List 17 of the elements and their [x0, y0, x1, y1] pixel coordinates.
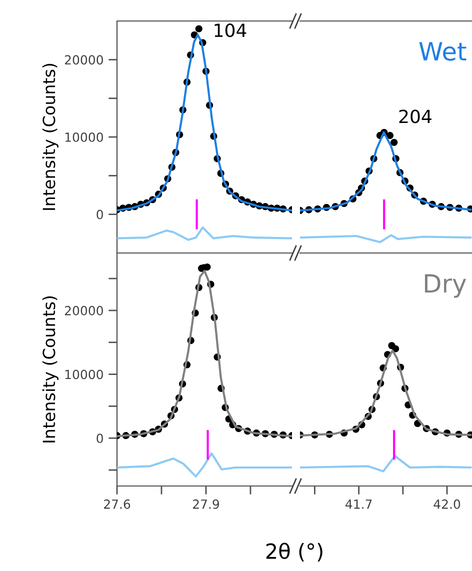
annotation: Wet [419, 42, 466, 61]
x-tick-label: 42.0 [434, 499, 460, 509]
y-tick-label: 20000 [64, 306, 103, 316]
y-tick-label: 0 [96, 434, 103, 444]
x-tick-label: 27.6 [104, 499, 130, 509]
y-axis-title: Intensity (Counts) [42, 64, 58, 210]
annotation: 104 [214, 23, 246, 38]
x-tick-label: 41.7 [346, 500, 372, 509]
x-tick-label: 27.9 [192, 499, 220, 509]
y-tick-label: 0 [96, 210, 103, 220]
y-tick-label: 10000 [65, 370, 103, 380]
annotation: 204 [399, 110, 432, 124]
annotation: Dry [424, 274, 466, 298]
y-axis-title: Intensity (Counts) [42, 296, 58, 442]
x-axis-title: 2θ (°) [266, 542, 322, 562]
y-tick-label: 10000 [65, 132, 103, 142]
y-tick-label: 20000 [64, 55, 103, 65]
